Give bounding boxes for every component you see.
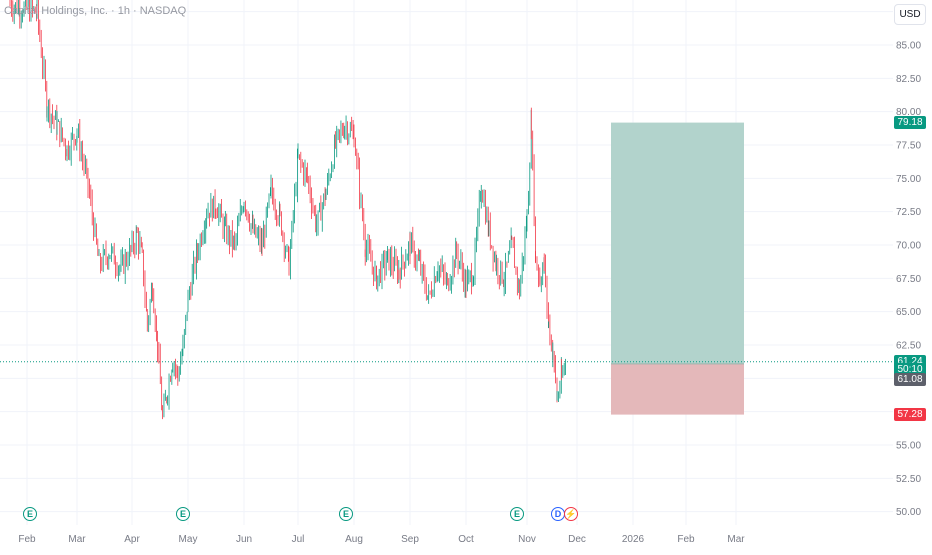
time-tick-label: Nov	[518, 534, 536, 545]
split-icon[interactable]: ⚡	[564, 507, 578, 521]
price-badge: 57.28	[894, 407, 926, 421]
time-tick-label: Sep	[401, 534, 419, 545]
earnings-marker[interactable]: E	[176, 507, 190, 521]
price-axis[interactable]: 87.5085.0082.5080.0077.5075.0072.5070.00…	[893, 0, 932, 525]
price-tick-label: 70.00	[896, 241, 921, 252]
price-tick-label: 85.00	[896, 41, 921, 52]
time-tick-label: Oct	[458, 534, 474, 545]
time-tick-label: Feb	[677, 534, 695, 545]
time-tick-label: Feb	[18, 534, 36, 545]
price-tick-label: 62.50	[896, 341, 921, 352]
earnings-marker[interactable]: E	[23, 507, 37, 521]
price-chart[interactable]	[0, 0, 893, 525]
time-axis[interactable]: Feb Mar Apr May Jun Jul Aug Sep Oct Nov Dec 2026 Feb…	[0, 525, 893, 550]
price-axis-labels: 87.5085.0082.5080.0077.5075.0072.5070.00…	[896, 7, 921, 518]
time-tick-label: Jul	[292, 534, 305, 545]
earnings-marker[interactable]: E	[339, 507, 353, 521]
time-tick-label: Jun	[236, 534, 252, 545]
time-tick-label: 2026	[622, 534, 645, 545]
price-badge: 79.18	[894, 115, 926, 129]
earnings-marker[interactable]: E	[510, 507, 524, 521]
price-tick-label: 72.50	[896, 207, 921, 218]
time-tick-label: Dec	[568, 534, 586, 545]
chart-plot-area[interactable]	[0, 0, 893, 525]
loss-zone[interactable]	[611, 363, 744, 415]
time-tick-label: Mar	[727, 534, 745, 545]
chart-title: Capital Holdings, Inc. · 1h · NASDAQ	[4, 5, 187, 17]
time-tick-label: Aug	[345, 534, 363, 545]
profit-zone[interactable]	[611, 122, 744, 364]
time-tick-label: May	[179, 534, 198, 545]
price-tick-label: 77.50	[896, 141, 921, 152]
time-tick-label: Mar	[68, 534, 86, 545]
time-tick-label: Apr	[124, 534, 140, 545]
time-axis-labels: Feb Mar Apr May Jun Jul Aug Sep Oct Nov Dec 2026 Feb…	[18, 534, 745, 545]
currency-button[interactable]: USD	[894, 4, 926, 25]
price-tick-label: 52.50	[896, 474, 921, 485]
price-tick-label: 65.00	[896, 307, 921, 318]
price-tick-label: 67.50	[896, 274, 921, 285]
price-tick-label: 75.00	[896, 174, 921, 185]
price-tick-label: 80.00	[896, 107, 921, 118]
price-tick-label: 55.00	[896, 441, 921, 452]
price-badge: 61.08	[894, 372, 926, 386]
dividend-marker[interactable]: D	[551, 507, 565, 521]
price-tick-label: 50.00	[896, 507, 921, 518]
price-tick-label: 82.50	[896, 74, 921, 85]
